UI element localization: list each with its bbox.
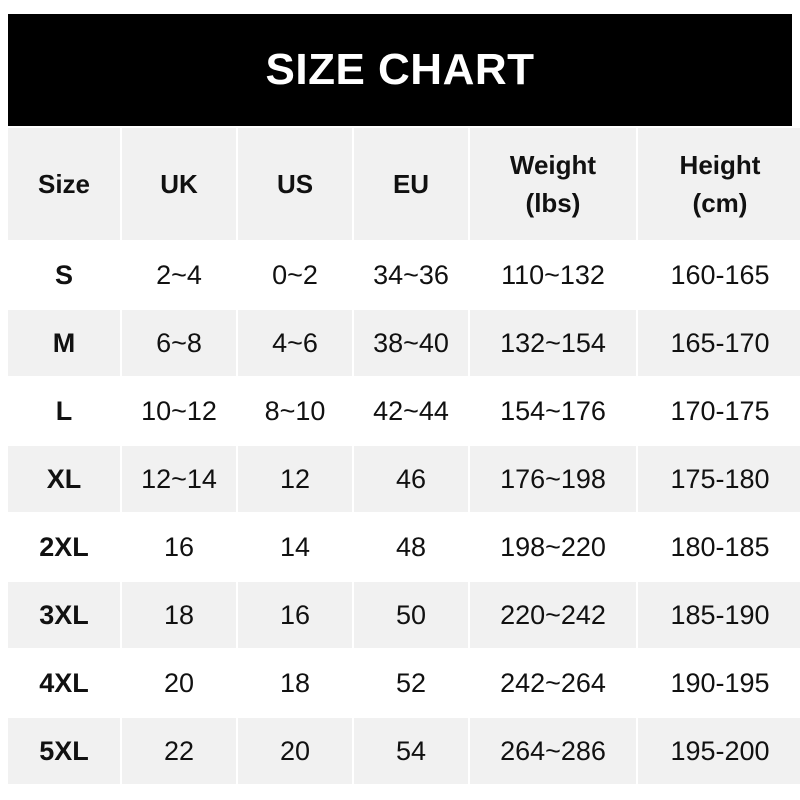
size-table: Size UK US EU Weight (lbs) Height (cm) S 2~4 0~2 3… <box>6 126 800 786</box>
header-row: Size UK US EU Weight (lbs) Height (cm) <box>8 128 800 240</box>
table-row: 4XL 20 18 52 242~264 190-195 <box>8 650 800 716</box>
table-cell: 16 <box>238 582 352 648</box>
column-header: Weight (lbs) <box>470 128 636 240</box>
table-cell: 180-185 <box>638 514 800 580</box>
column-header: US <box>238 128 352 240</box>
table-cell: 185-190 <box>638 582 800 648</box>
table-row: L 10~12 8~10 42~44 154~176 170-175 <box>8 378 800 444</box>
table-cell: 52 <box>354 650 468 716</box>
header-unit: (cm) <box>692 188 748 218</box>
table-cell: 264~286 <box>470 718 636 784</box>
size-cell: XL <box>8 446 120 512</box>
header-unit: (lbs) <box>525 188 581 218</box>
header-label: US <box>276 169 314 199</box>
table-cell: 0~2 <box>238 242 352 308</box>
table-cell: 46 <box>354 446 468 512</box>
table-cell: 22 <box>122 718 236 784</box>
header-label: Weight <box>509 150 597 180</box>
size-cell: S <box>8 242 120 308</box>
table-cell: 10~12 <box>122 378 236 444</box>
table-cell: 54 <box>354 718 468 784</box>
table-cell: 48 <box>354 514 468 580</box>
table-cell: 34~36 <box>354 242 468 308</box>
table-cell: 20 <box>238 718 352 784</box>
table-cell: 50 <box>354 582 468 648</box>
column-header: Size <box>8 128 120 240</box>
table-cell: 198~220 <box>470 514 636 580</box>
table-cell: 154~176 <box>470 378 636 444</box>
size-cell: M <box>8 310 120 376</box>
table-cell: 16 <box>122 514 236 580</box>
column-header: Height (cm) <box>638 128 800 240</box>
size-chart: SIZE CHART Size UK US EU Weight (lbs) Height (c… <box>8 14 800 786</box>
size-cell: 3XL <box>8 582 120 648</box>
table-cell: 110~132 <box>470 242 636 308</box>
table-cell: 12 <box>238 446 352 512</box>
size-cell: L <box>8 378 120 444</box>
table-cell: 190-195 <box>638 650 800 716</box>
table-cell: 20 <box>122 650 236 716</box>
header-label: Height <box>679 150 761 180</box>
size-cell: 5XL <box>8 718 120 784</box>
table-cell: 160-165 <box>638 242 800 308</box>
table-row: M 6~8 4~6 38~40 132~154 165-170 <box>8 310 800 376</box>
table-row: 2XL 16 14 48 198~220 180-185 <box>8 514 800 580</box>
table-cell: 8~10 <box>238 378 352 444</box>
table-cell: 242~264 <box>470 650 636 716</box>
column-header: EU <box>354 128 468 240</box>
table-cell: 42~44 <box>354 378 468 444</box>
table-cell: 2~4 <box>122 242 236 308</box>
table-cell: 12~14 <box>122 446 236 512</box>
header-label: UK <box>160 169 198 199</box>
table-row: 3XL 18 16 50 220~242 185-190 <box>8 582 800 648</box>
column-header: UK <box>122 128 236 240</box>
header-label: EU <box>392 169 430 199</box>
table-cell: 175-180 <box>638 446 800 512</box>
header-label: Size <box>37 169 91 199</box>
table-cell: 14 <box>238 514 352 580</box>
table-cell: 6~8 <box>122 310 236 376</box>
table-cell: 132~154 <box>470 310 636 376</box>
table-row: S 2~4 0~2 34~36 110~132 160-165 <box>8 242 800 308</box>
table-cell: 176~198 <box>470 446 636 512</box>
chart-title: SIZE CHART <box>8 14 792 126</box>
table-cell: 38~40 <box>354 310 468 376</box>
table-row: 5XL 22 20 54 264~286 195-200 <box>8 718 800 784</box>
table-cell: 165-170 <box>638 310 800 376</box>
size-cell: 4XL <box>8 650 120 716</box>
table-cell: 195-200 <box>638 718 800 784</box>
table-cell: 170-175 <box>638 378 800 444</box>
table-row: XL 12~14 12 46 176~198 175-180 <box>8 446 800 512</box>
table-cell: 220~242 <box>470 582 636 648</box>
table-cell: 18 <box>238 650 352 716</box>
table-cell: 4~6 <box>238 310 352 376</box>
table-cell: 18 <box>122 582 236 648</box>
size-cell: 2XL <box>8 514 120 580</box>
